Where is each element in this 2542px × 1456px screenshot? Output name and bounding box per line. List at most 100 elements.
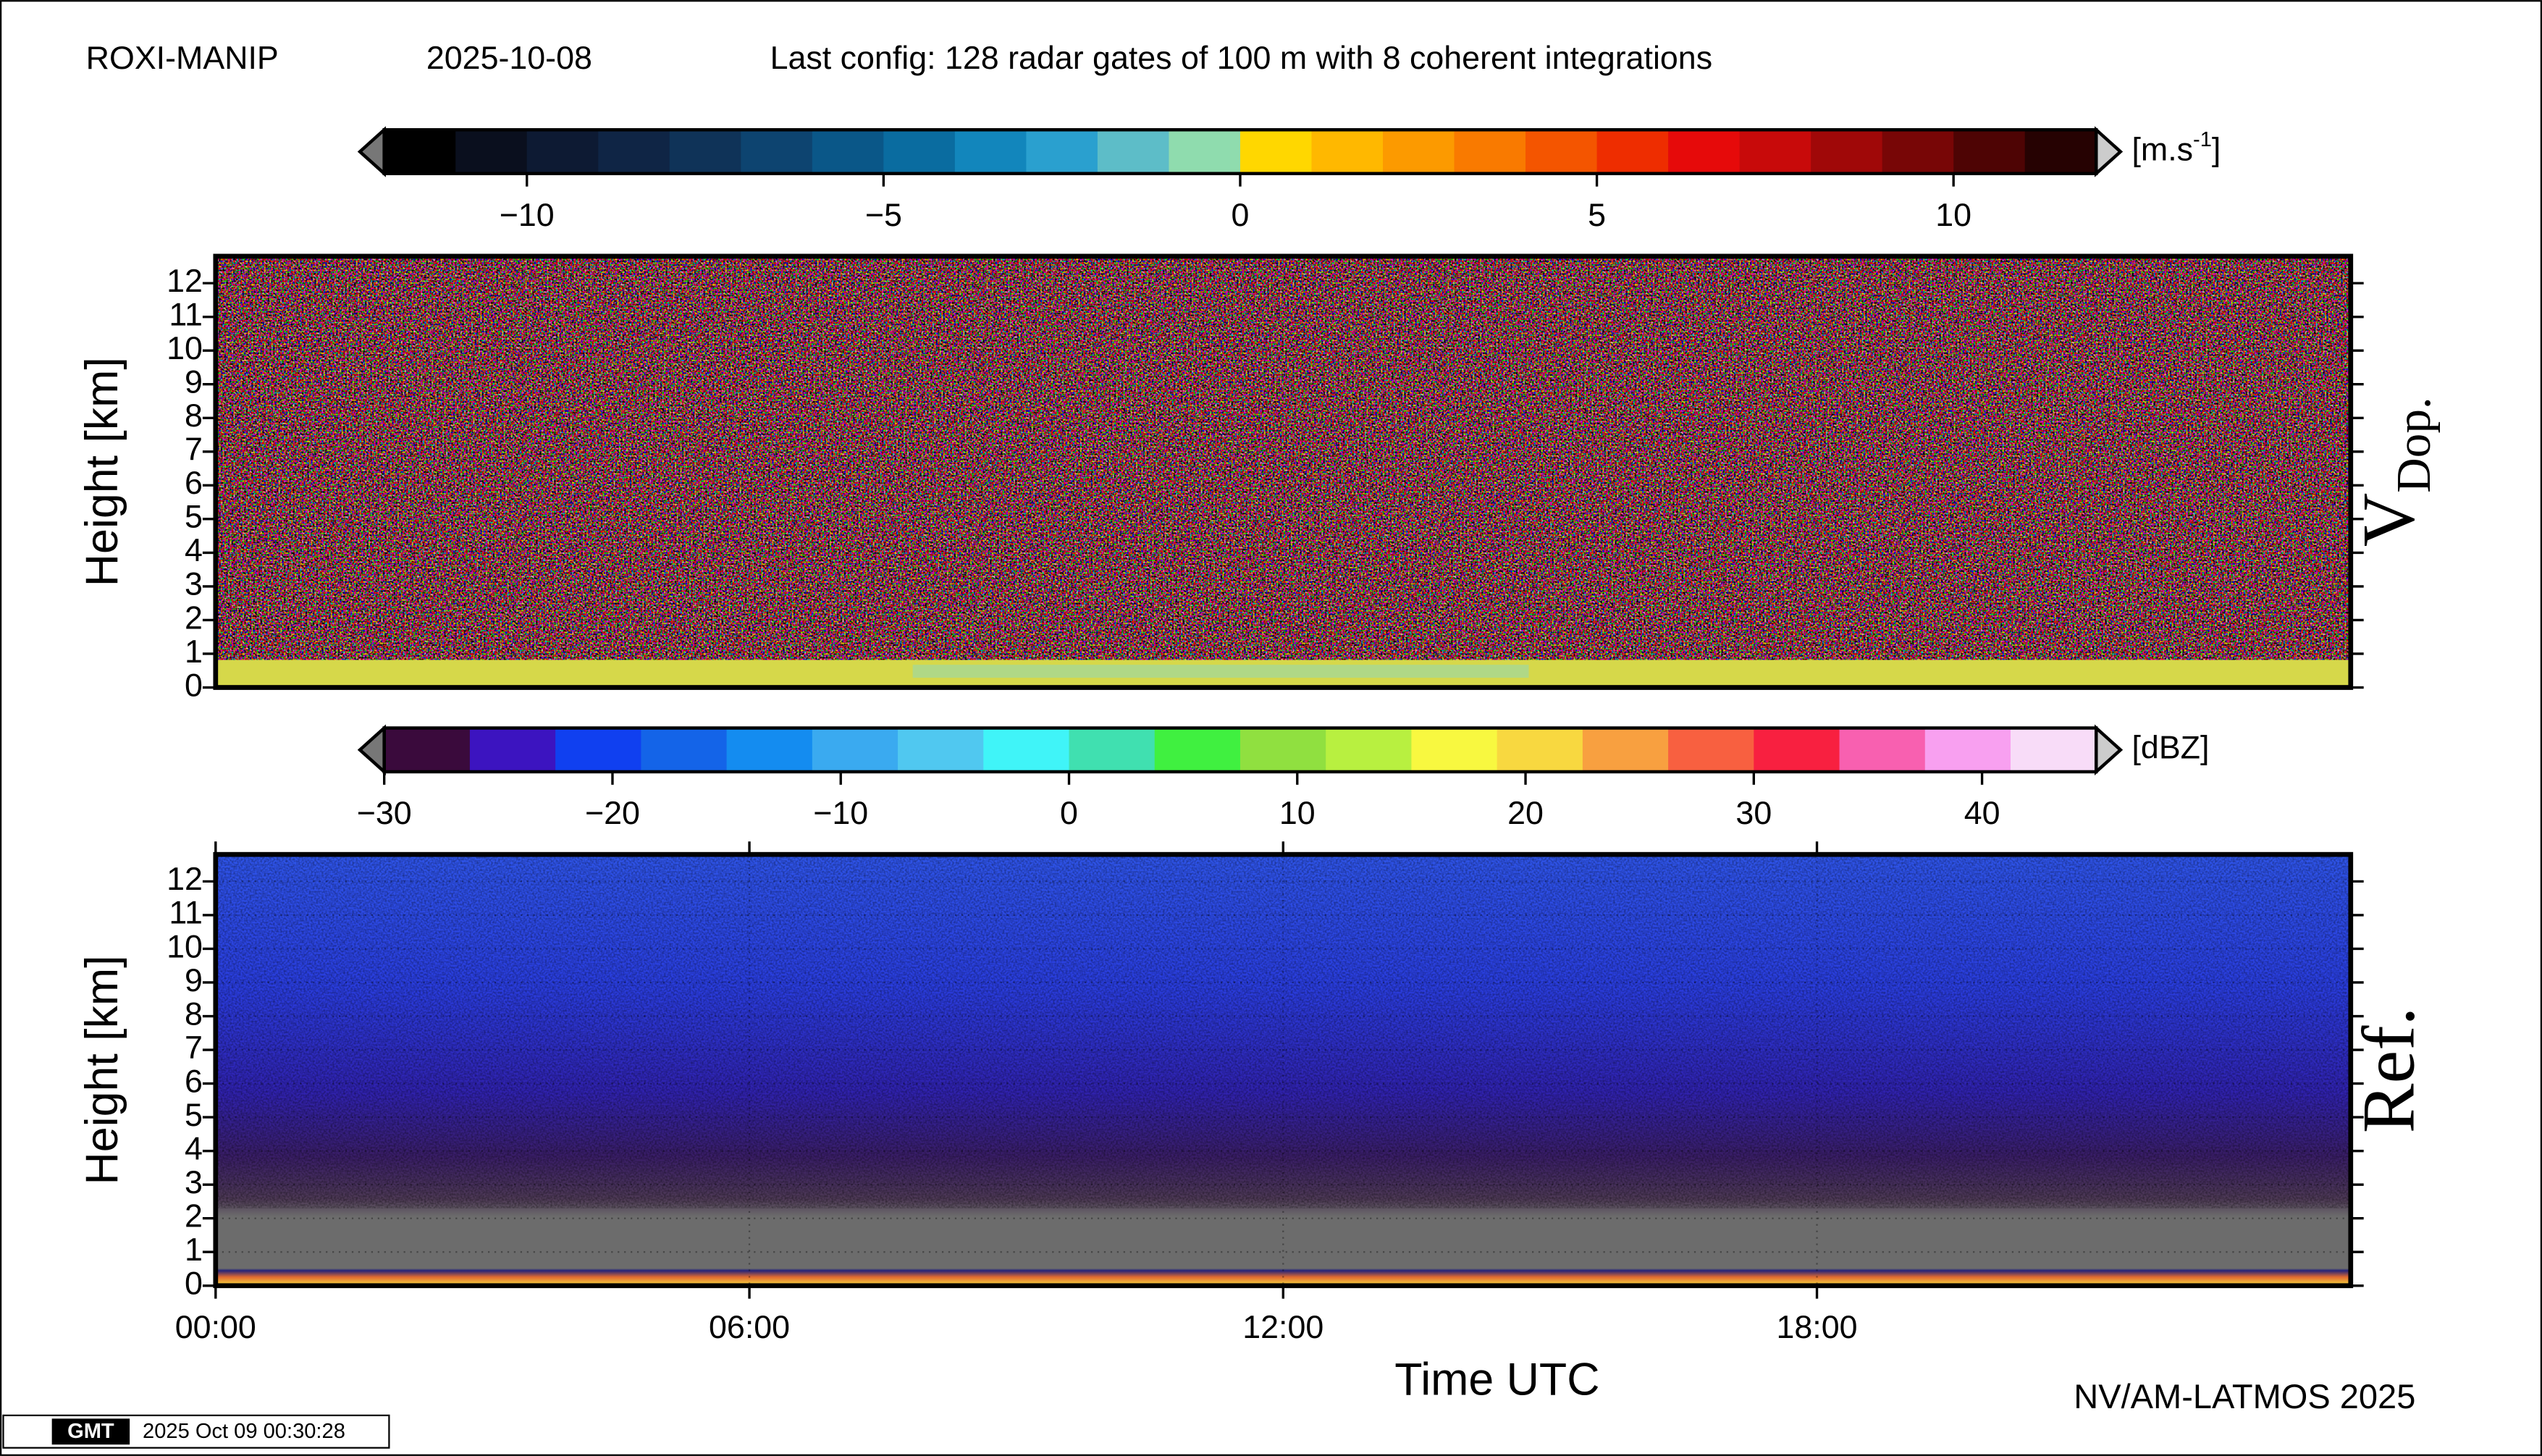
panel-label: Ref. (2347, 1007, 2430, 1133)
colorbar-swatch (1882, 130, 1955, 174)
y-tick-label: 0 (185, 1266, 203, 1302)
y-tick-label: 4 (185, 532, 203, 568)
credit: NV/AM-LATMOS 2025 (2074, 1377, 2415, 1415)
unit-superscript: -1 (2193, 127, 2212, 151)
colorbar-swatch (883, 130, 956, 174)
colorbar-frame (382, 726, 2098, 774)
colorbar-tick-label: 40 (1964, 795, 2000, 831)
colorbar-swatch (641, 728, 728, 772)
colorbar-swatch (526, 130, 599, 174)
colorbar-swatch (1582, 728, 1669, 772)
unit-text: [m.s (2131, 131, 2193, 167)
colorbar-tick-label: −5 (865, 197, 902, 233)
colorbar-tick-label: 20 (1507, 795, 1544, 831)
colorbar-swatch (726, 728, 813, 772)
y-tick-label: 3 (185, 1164, 203, 1200)
colorbar-tick-label: 30 (1735, 795, 1772, 831)
colorbar-swatch (1026, 130, 1098, 174)
colorbar-tick-label: −10 (813, 795, 868, 831)
y-tick-label: 10 (167, 928, 203, 964)
colorbar-swatch (1668, 130, 1741, 174)
colorbar-swatch (2024, 130, 2097, 174)
station: ROXI-MANIP (86, 40, 279, 76)
y-tick-label: 5 (185, 1097, 203, 1133)
field-noise (215, 256, 2351, 688)
panel-label: VDop. (2347, 397, 2441, 547)
colorbar-swatch (1754, 728, 1840, 772)
colorbar-swatch (1525, 130, 1598, 174)
colorbar-swatch (741, 130, 813, 174)
colorbar-swatch (598, 130, 670, 174)
colorbar-tick-label: −10 (500, 197, 555, 233)
y-tick-label: 9 (185, 962, 203, 998)
y-tick-label: 7 (185, 1030, 203, 1066)
colorbar-swatch (384, 130, 457, 174)
y-tick-label: 1 (185, 634, 203, 670)
y-tick-label: 11 (169, 296, 202, 332)
colorbar-swatch (1454, 130, 1526, 174)
panel-label-text: Ref. (2347, 1007, 2430, 1133)
timestamp: 2025 Oct 09 00:30:28 (143, 1420, 345, 1443)
colorbar-swatch (555, 728, 642, 772)
colorbar-tick-label: 5 (1588, 197, 1606, 233)
colorbar-swatch (1240, 130, 1313, 174)
colorbar-tick-label: 0 (1232, 197, 1250, 233)
y-axis-label: Height [km] (77, 357, 127, 586)
colorbar-swatch (1097, 130, 1170, 174)
x-tick-label: 06:00 (709, 1309, 790, 1345)
colorbar-swatch (1154, 728, 1241, 772)
y-tick-label: 12 (167, 263, 203, 299)
colorbar-swatch (1326, 728, 1413, 772)
colorbar-swatch (812, 130, 885, 174)
colorbar-swatch (1240, 728, 1327, 772)
x-axis-label: Time UTC (1394, 1355, 1599, 1405)
colorbar-swatch (954, 130, 1027, 174)
y-tick-label: 7 (185, 432, 203, 468)
colorbar-swatch (1069, 728, 1156, 772)
y-tick-label: 1 (185, 1232, 203, 1268)
panel-label-text: V (2347, 493, 2430, 547)
colorbar-swatch (1383, 130, 1455, 174)
colorbar-swatch (898, 728, 985, 772)
field-noise (215, 854, 2351, 1208)
y-tick-label: 0 (185, 667, 203, 703)
colorbar-swatch (983, 728, 1070, 772)
colorbar-swatch (1668, 728, 1755, 772)
colorbar-over (2094, 126, 2124, 177)
colorbar-under (357, 126, 386, 177)
x-tick-label: 00:00 (175, 1309, 256, 1345)
y-tick-label: 10 (167, 330, 203, 366)
colorbar-swatch (1953, 130, 2026, 174)
y-tick-label: 6 (185, 465, 203, 501)
colorbar-swatch (812, 728, 898, 772)
y-tick-label: 2 (185, 599, 203, 636)
y-tick-label: 9 (185, 364, 203, 400)
panel-label-subscript: Dop. (2386, 397, 2441, 492)
colorbar-under (357, 724, 386, 775)
colorbar-swatch (1924, 728, 2011, 772)
colorbar-swatch (1497, 728, 1583, 772)
colorbar-swatch (1739, 130, 1812, 174)
y-tick-label: 2 (185, 1198, 203, 1234)
colorbar-unit: [dBZ] (2131, 730, 2209, 766)
colorbar-swatch (1311, 130, 1384, 174)
y-tick-label: 6 (185, 1063, 203, 1099)
colorbar-swatch (1811, 130, 1883, 174)
unit-text: ] (2212, 131, 2221, 167)
logo: GMT (67, 1420, 114, 1443)
colorbar-tick-label: −30 (357, 795, 412, 831)
field-ground-band2 (912, 665, 1529, 678)
y-tick-label: 8 (185, 996, 203, 1032)
config: Last config: 128 radar gates of 100 m wi… (770, 40, 1712, 76)
x-tick-label: 18:00 (1777, 1309, 1858, 1345)
colorbar-swatch (669, 130, 742, 174)
colorbar-swatch (455, 130, 528, 174)
date: 2025-10-08 (426, 40, 592, 76)
unit-text: [dBZ] (2131, 730, 2209, 766)
colorbar-tick-label: −20 (585, 795, 640, 831)
panel-frame (213, 253, 2354, 690)
y-axis-label: Height [km] (77, 955, 127, 1184)
